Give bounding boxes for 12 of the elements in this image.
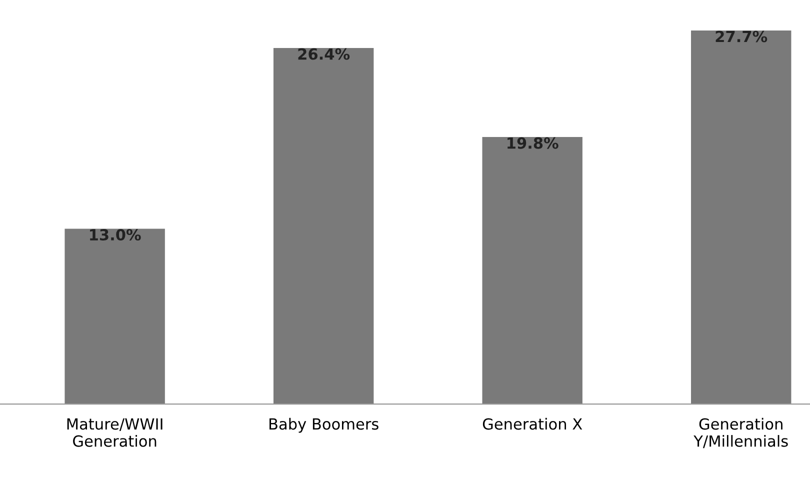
x-tick-label: Generation X xyxy=(482,418,582,430)
bar xyxy=(482,136,582,404)
bar xyxy=(273,48,374,404)
data-label: 13.0% xyxy=(90,228,141,241)
x-tick-label: Baby Boomers xyxy=(270,418,378,433)
data-label: 26.4% xyxy=(298,48,350,60)
data-label: 27.7% xyxy=(716,30,768,42)
bar xyxy=(691,30,792,404)
x-tick-label: Generation Y/Millennials xyxy=(694,418,788,448)
data-label: 19.8% xyxy=(508,137,558,149)
x-tick-label: Mature/WWII Generation xyxy=(67,418,162,447)
bar xyxy=(64,228,165,404)
